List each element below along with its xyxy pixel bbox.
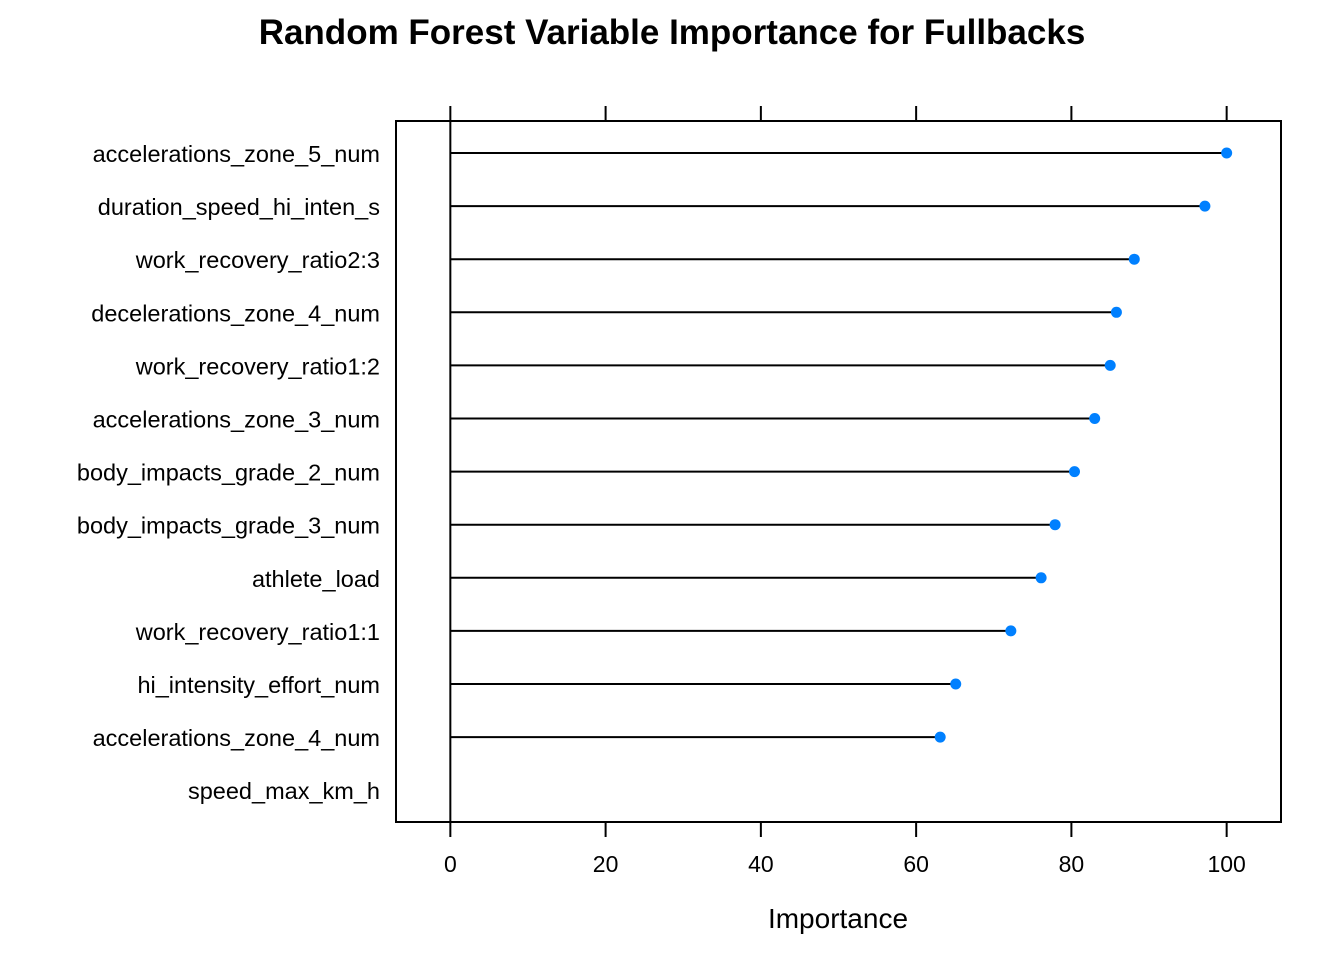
data-point <box>1089 413 1101 424</box>
data-point <box>1104 359 1116 371</box>
category-label: accelerations_zone_5_num <box>93 141 380 167</box>
x-tick-label: 80 <box>1059 851 1085 877</box>
category-label: speed_max_km_h <box>188 778 380 804</box>
x-tick-label: 40 <box>748 851 774 877</box>
plot-frame <box>395 120 1282 823</box>
x-tick-label: 0 <box>444 851 457 877</box>
x-tick-label: 60 <box>903 851 929 877</box>
category-label: athlete_load <box>252 566 380 592</box>
category-label: work_recovery_ratio1:2 <box>135 353 380 379</box>
category-labels: accelerations_zone_5_num duration_speed_h… <box>77 141 380 804</box>
data-point <box>1199 200 1211 212</box>
data-point <box>934 731 946 743</box>
x-axis-title: Importance <box>768 903 908 934</box>
data-point <box>1005 625 1017 637</box>
category-label: decelerations_zone_4_num <box>91 300 380 326</box>
stem-lines <box>450 152 1227 739</box>
data-point <box>1049 519 1061 531</box>
category-label: accelerations_zone_4_num <box>93 725 380 751</box>
category-label: accelerations_zone_3_num <box>93 407 380 433</box>
data-point <box>1221 147 1233 159</box>
x-tick-label: 20 <box>593 851 619 877</box>
data-point <box>1128 253 1140 265</box>
data-point <box>950 678 962 690</box>
chart-title: Random Forest Variable Importance for Fu… <box>259 13 1086 52</box>
category-label: body_impacts_grade_2_num <box>77 460 380 486</box>
category-label: hi_intensity_effort_num <box>137 672 380 698</box>
x-tick-label: 100 <box>1207 851 1245 877</box>
data-point <box>1035 572 1047 584</box>
data-point <box>1110 306 1122 318</box>
category-label: work_recovery_ratio1:1 <box>135 619 380 645</box>
category-label: duration_speed_hi_inten_s <box>98 194 380 220</box>
bottom-axis: 0 20 40 60 80 100 <box>444 822 1246 877</box>
data-point <box>1069 466 1080 478</box>
category-label: work_recovery_ratio2:3 <box>135 247 380 273</box>
top-axis-ticks <box>449 106 1228 121</box>
data-points <box>934 147 1233 743</box>
category-label: body_impacts_grade_3_num <box>77 513 380 539</box>
